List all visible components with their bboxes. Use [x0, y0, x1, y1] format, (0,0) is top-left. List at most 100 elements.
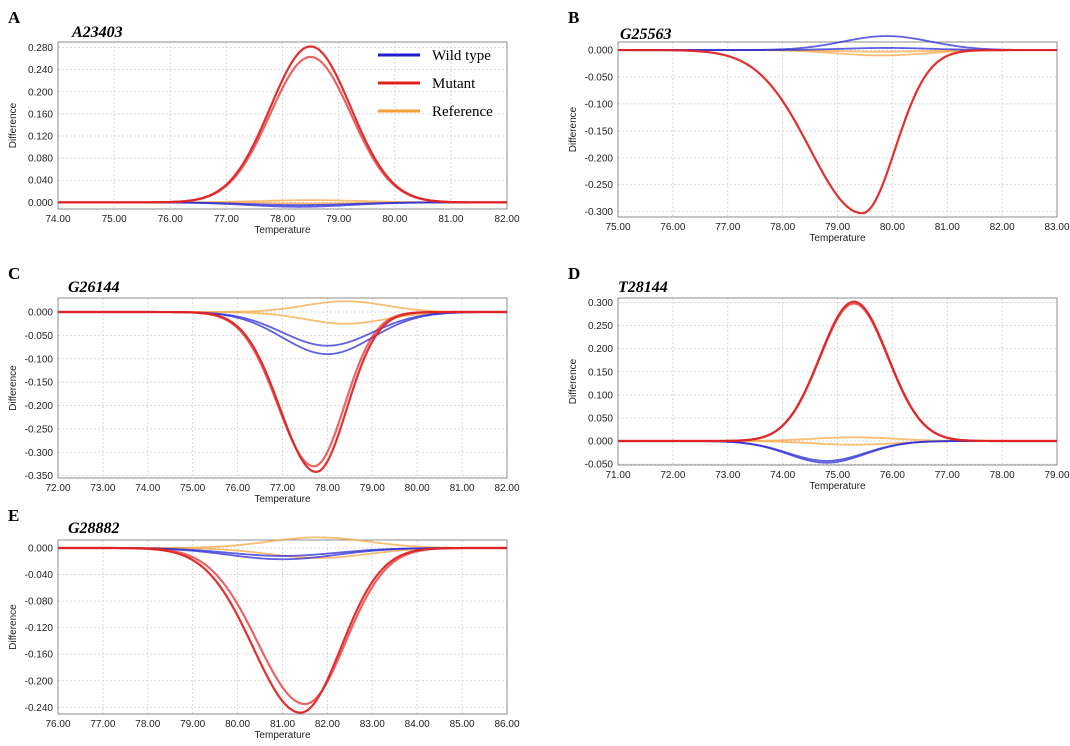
panel-letter-a: A [8, 8, 21, 27]
y-tick-label: 0.000 [588, 46, 613, 57]
x-tick-label: 80.00 [880, 222, 905, 233]
y-tick-label: 0.120 [28, 132, 53, 143]
panel-letter-b: B [568, 8, 580, 27]
y-tick-label: -0.250 [25, 424, 54, 435]
y-tick-label: -0.200 [585, 153, 614, 164]
y-axis-title: Difference [8, 604, 19, 650]
y-tick-label: 0.240 [28, 65, 53, 76]
x-tick-label: 72.00 [45, 483, 70, 494]
plot-frame [57, 297, 508, 479]
panel-letter-e: E [8, 506, 20, 525]
mutant-curve [618, 48, 1057, 215]
y-tick-label: 0.200 [28, 87, 53, 98]
x-tick-label: 81.00 [450, 483, 475, 494]
x-tick-label: 75.00 [102, 214, 127, 225]
x-tick-label: 79.00 [326, 214, 351, 225]
y-tick-label: -0.050 [585, 73, 614, 84]
plot-frame [57, 41, 508, 210]
y-axis-title: Difference [568, 106, 579, 152]
y-tick-label: -0.240 [25, 703, 54, 714]
x-tick-label: 84.00 [405, 719, 430, 730]
x-tick-label: 72.00 [660, 470, 685, 481]
x-tick-label: 78.00 [135, 719, 160, 730]
y-tick-label: -0.200 [25, 676, 54, 687]
x-tick-label: 73.00 [90, 483, 115, 494]
chart-panel-a: 74.00 75.00 76.00 77.00 78.00 79.00 80.00 81.00… [8, 41, 520, 236]
panel-letter-c: C [8, 264, 21, 283]
x-tick-label: 78.00 [990, 470, 1015, 481]
y-tick-label: -0.100 [25, 354, 54, 365]
x-axis-title: Temperature [254, 730, 311, 741]
y-tick-label: 0.250 [588, 321, 613, 332]
x-tick-label: 79.00 [180, 719, 205, 730]
y-axis-title: Difference [568, 358, 579, 404]
x-tick-label: 75.00 [825, 470, 850, 481]
x-tick-label: 86.00 [494, 719, 519, 730]
y-axis-title: Difference [8, 365, 19, 411]
y-tick-label: -0.050 [585, 460, 614, 471]
x-tick-label: 80.00 [405, 483, 430, 494]
x-tick-label: 76.00 [225, 483, 250, 494]
x-tick-label: 76.00 [880, 470, 905, 481]
x-tick-label: 82.00 [315, 719, 340, 730]
x-tick-label: 76.00 [158, 214, 183, 225]
y-tick-label: 0.280 [28, 43, 53, 54]
panel-title-e: G28882 [68, 520, 120, 537]
panel-title-c: G26144 [68, 279, 120, 296]
mutant-curve [58, 310, 507, 468]
x-tick-label: 76.00 [45, 719, 70, 730]
x-tick-label: 79.00 [825, 222, 850, 233]
x-tick-label: 82.00 [990, 222, 1015, 233]
x-tick-label: 75.00 [605, 222, 630, 233]
x-tick-label: 75.00 [180, 483, 205, 494]
x-axis-title: Temperature [254, 494, 311, 505]
y-tick-label: -0.350 [25, 471, 54, 482]
y-tick-label: -0.300 [25, 448, 54, 459]
x-tick-label: 76.00 [660, 222, 685, 233]
x-tick-label: 74.00 [770, 470, 795, 481]
x-tick-label: 71.00 [605, 470, 630, 481]
legend-label: Reference [432, 104, 493, 120]
x-tick-label: 73.00 [715, 470, 740, 481]
plot-frame [617, 297, 1058, 466]
mutant-curve [618, 302, 1057, 443]
panel-title-d: T28144 [618, 279, 668, 296]
y-tick-label: 0.080 [28, 154, 53, 165]
y-tick-label: 0.000 [28, 308, 53, 319]
x-tick-label: 80.00 [225, 719, 250, 730]
y-tick-label: -0.200 [25, 401, 54, 412]
y-tick-label: -0.150 [585, 126, 614, 137]
panel-title-a: A23403 [72, 24, 123, 41]
x-tick-label: 80.00 [382, 214, 407, 225]
x-tick-label: 79.00 [1044, 470, 1069, 481]
x-tick-label: 77.00 [214, 214, 239, 225]
y-tick-label: 0.000 [28, 198, 53, 209]
y-tick-label: 0.000 [588, 437, 613, 448]
legend-label: Mutant [432, 76, 476, 92]
chart-panel-d: 71.00 72.00 73.00 74.00 75.00 76.00 77.00 78.00… [568, 297, 1070, 492]
y-tick-label: 0.050 [588, 413, 613, 424]
y-tick-label: -0.150 [25, 378, 54, 389]
x-tick-label: 78.00 [270, 214, 295, 225]
x-tick-label: 81.00 [438, 214, 463, 225]
y-tick-label: -0.300 [585, 207, 614, 218]
panel-title-b: G25563 [620, 26, 672, 43]
y-tick-label: -0.120 [25, 623, 54, 634]
y-tick-label: -0.160 [25, 650, 54, 661]
x-tick-label: 77.00 [715, 222, 740, 233]
x-tick-label: 77.00 [270, 483, 295, 494]
x-axis-title: Temperature [809, 481, 866, 492]
panel-letter-d: D [568, 264, 581, 283]
mutant-curve [58, 546, 507, 706]
x-tick-label: 79.00 [360, 483, 385, 494]
y-tick-label: 0.150 [588, 367, 613, 378]
mutant-curve [58, 55, 507, 204]
chart-panel-c: 72.00 73.00 74.00 75.00 76.00 77.00 78.00 79.00… [8, 297, 520, 505]
y-tick-label: 0.000 [28, 543, 53, 554]
x-tick-label: 83.00 [360, 719, 385, 730]
y-tick-label: 0.300 [588, 298, 613, 309]
x-tick-label: 74.00 [135, 483, 160, 494]
x-axis-title: Temperature [254, 225, 311, 236]
legend: Wild type Mutant Reference [378, 48, 493, 120]
